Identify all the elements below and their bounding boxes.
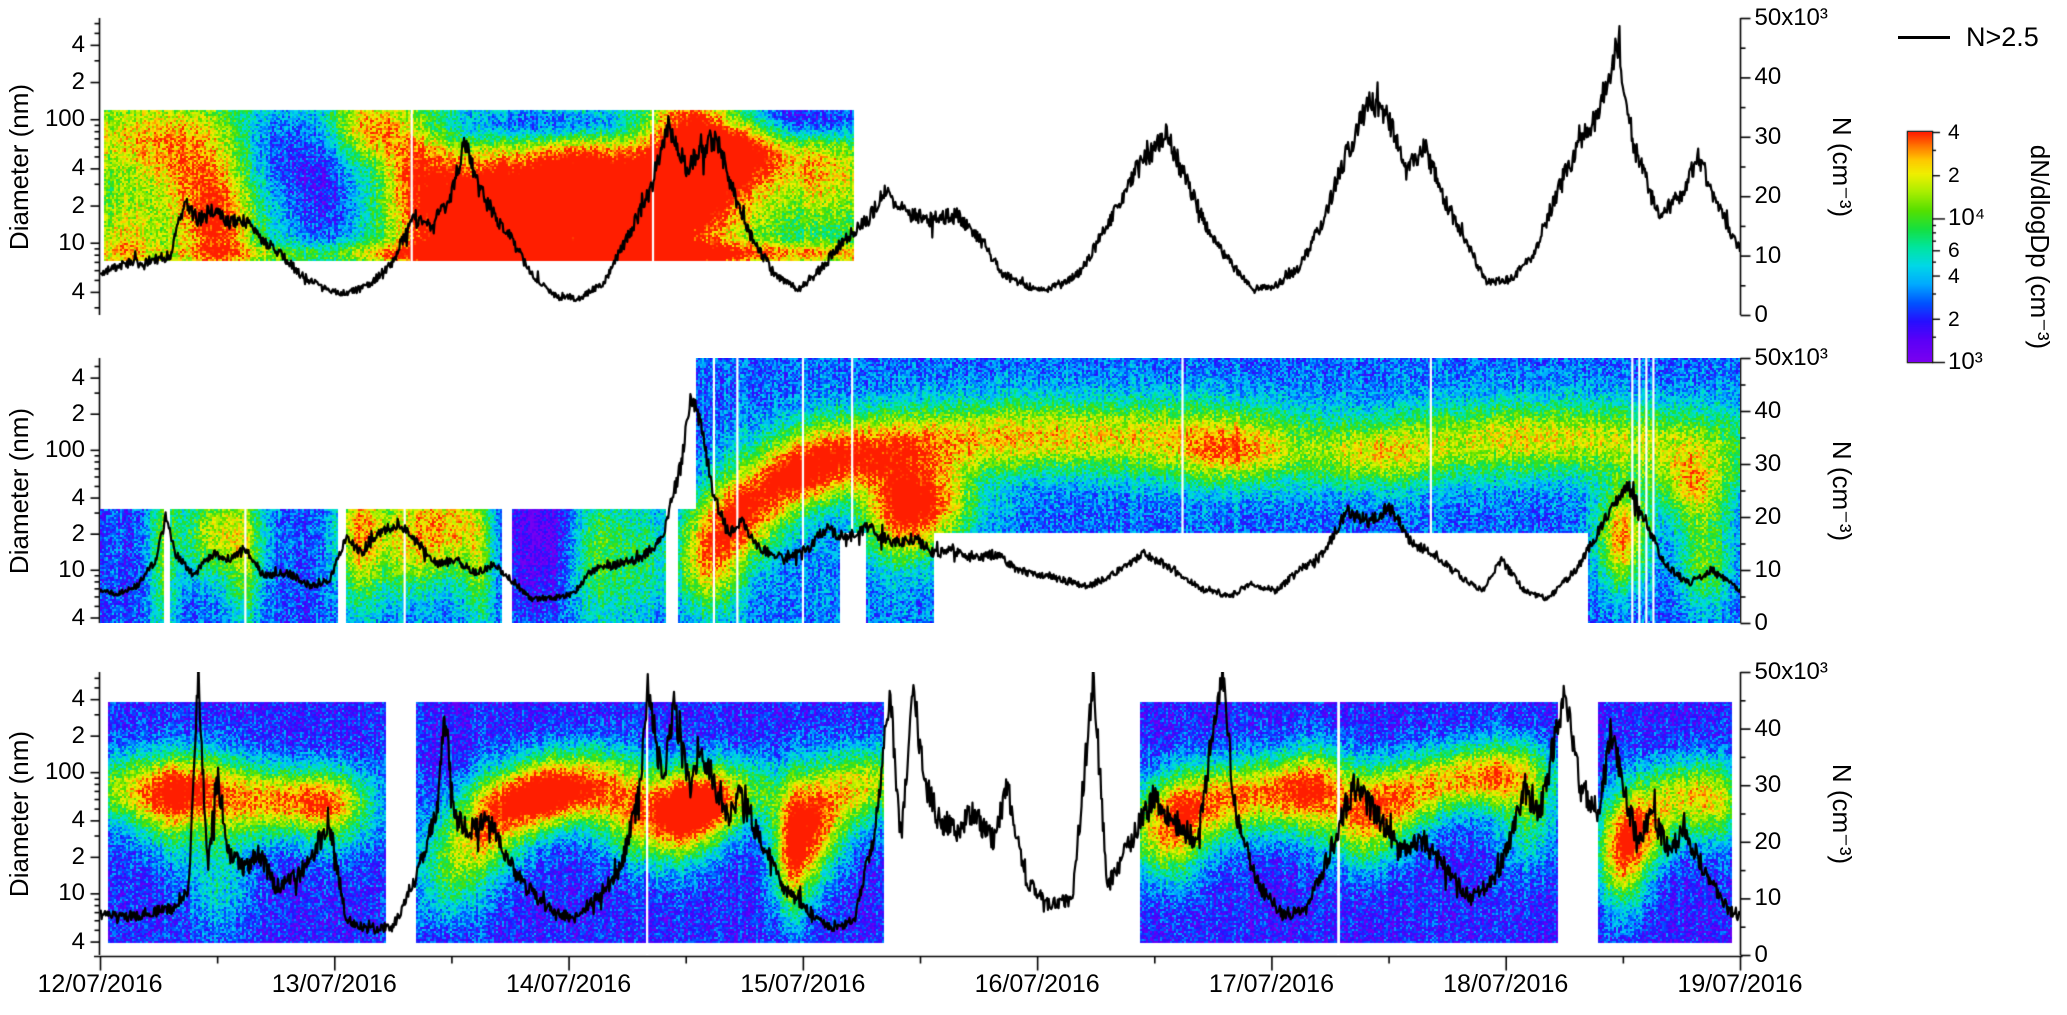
y-right-tick-label: 50x10³ — [1754, 4, 1828, 31]
y-left-tick-label: 2 — [71, 519, 85, 547]
y-axis-title-n-panel3: N (cm⁻³) — [1827, 763, 1857, 864]
y-right-tick-label: 30 — [1754, 771, 1782, 799]
y-right-tick-label: 0 — [1754, 301, 1768, 328]
y-left-tick-label: 100 — [44, 758, 85, 786]
y-left-tick-label: 4 — [71, 483, 85, 511]
y-left-tick-label: 4 — [71, 603, 85, 631]
x-tick-label: 13/07/2016 — [271, 970, 397, 998]
y-left-tick-label: 4 — [71, 363, 85, 391]
y-left-tick-label: 10 — [58, 555, 85, 583]
x-tick-label: 19/07/2016 — [1677, 970, 1803, 998]
panel2-heatmap-canvas — [100, 358, 1740, 623]
colorbar-tick-label: 10³ — [1948, 348, 1983, 375]
y-right-tick-label: 30 — [1754, 122, 1782, 150]
y-axis-title-diameter-panel1: Diameter (nm) — [4, 83, 34, 250]
colorbar-title: dN/dlogDp (cm⁻³) — [2025, 144, 2055, 350]
y-left-tick-label: 2 — [71, 191, 85, 219]
colorbar-tick-label: 10⁴ — [1948, 204, 1986, 232]
x-tick-label: 15/07/2016 — [740, 970, 866, 998]
y-left-tick-label: 100 — [44, 105, 85, 133]
legend-line-swatch — [1898, 36, 1950, 39]
y-left-tick-label: 4 — [71, 685, 85, 713]
legend: N>2.5 — [1898, 22, 2039, 53]
y-left-tick-label: 2 — [71, 399, 85, 427]
y-left-tick-label: 2 — [71, 68, 85, 96]
colorbar-gradient — [1908, 132, 1932, 362]
y-left-tick-label: 10 — [58, 228, 85, 256]
x-tick-label: 14/07/2016 — [506, 970, 632, 998]
y-axis-title-n-panel2: N (cm⁻³) — [1827, 440, 1857, 541]
x-tick-label: 16/07/2016 — [974, 970, 1100, 998]
y-axis-title-n-panel1: N (cm⁻³) — [1827, 116, 1857, 217]
y-right-tick-label: 0 — [1754, 609, 1768, 636]
colorbar-tick-label: 2 — [1948, 307, 1960, 331]
y-left-tick-label: 4 — [71, 30, 85, 58]
y-left-tick-label: 2 — [71, 721, 85, 749]
y-left-tick-label: 4 — [71, 927, 85, 955]
y-left-tick-label: 100 — [44, 435, 85, 463]
y-right-tick-label: 40 — [1754, 397, 1782, 424]
y-left-tick-label: 2 — [71, 842, 85, 870]
colorbar-tick-label: 4 — [1948, 264, 1960, 288]
panel3-heatmap-canvas — [100, 672, 1740, 955]
colorbar-tick-label: 6 — [1948, 239, 1960, 263]
y-right-tick-label: 40 — [1754, 63, 1782, 91]
x-tick-label: 12/07/2016 — [37, 970, 163, 998]
y-left-tick-label: 4 — [71, 154, 85, 182]
colorbar-tick-label: 4 — [1948, 121, 1960, 144]
y-axis-title-diameter-panel3: Diameter (nm) — [4, 730, 34, 897]
y-right-tick-label: 10 — [1754, 556, 1782, 583]
y-right-tick-label: 20 — [1754, 503, 1782, 530]
y-right-tick-label: 50x10³ — [1754, 658, 1828, 685]
y-right-tick-label: 0 — [1754, 941, 1768, 968]
legend-label: N>2.5 — [1966, 22, 2039, 52]
colorbar-tick-label: 2 — [1948, 164, 1960, 188]
x-tick-label: 18/07/2016 — [1443, 970, 1569, 998]
panel1-heatmap-canvas — [100, 18, 1740, 315]
y-left-tick-label: 4 — [71, 277, 85, 305]
y-left-tick-label: 10 — [58, 879, 85, 907]
y-right-tick-label: 20 — [1754, 827, 1782, 855]
y-axis-title-diameter-panel2: Diameter (nm) — [4, 407, 34, 574]
x-tick-label: 17/07/2016 — [1208, 970, 1334, 998]
y-left-tick-label: 4 — [71, 806, 85, 834]
y-right-tick-label: 10 — [1754, 241, 1782, 269]
y-right-tick-label: 20 — [1754, 182, 1782, 210]
y-right-tick-label: 30 — [1754, 450, 1782, 477]
y-right-tick-label: 10 — [1754, 884, 1782, 912]
y-right-tick-label: 40 — [1754, 714, 1782, 742]
y-right-tick-label: 50x10³ — [1754, 344, 1828, 371]
